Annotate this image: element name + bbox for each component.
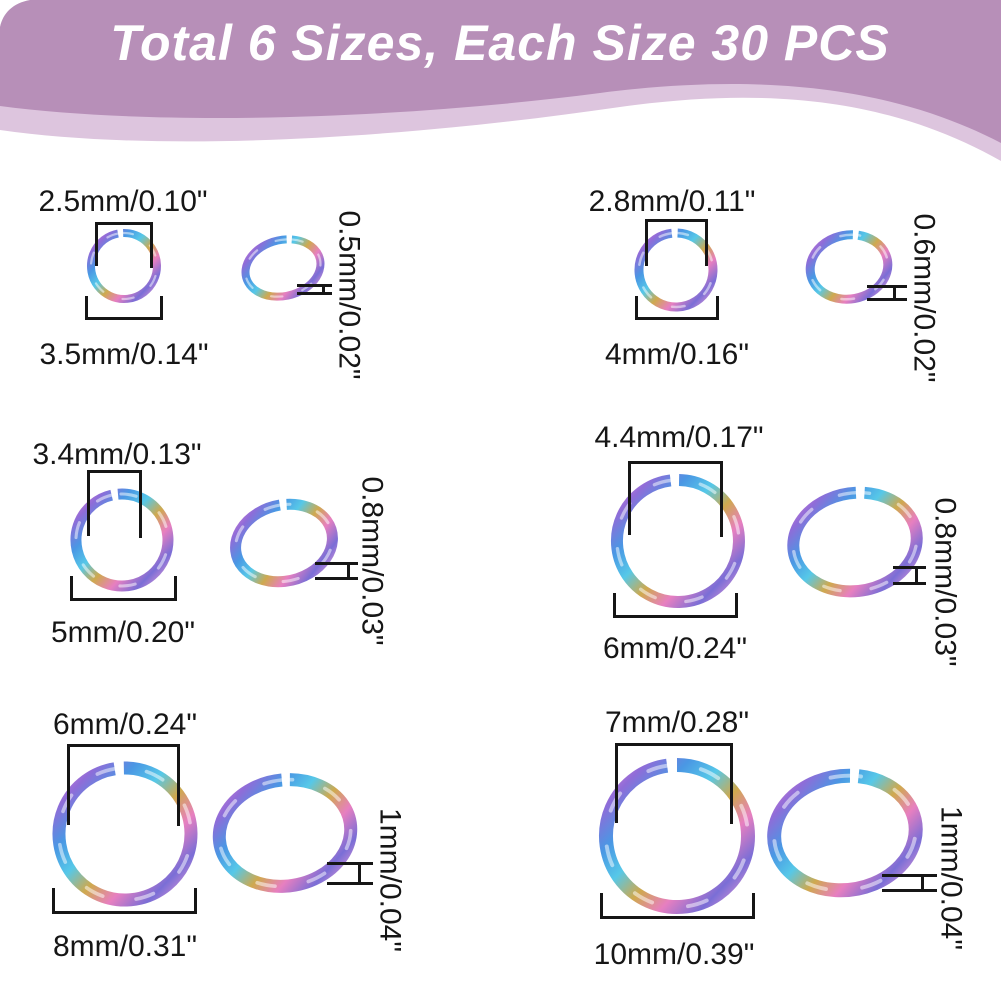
inner-dim-line <box>95 222 153 225</box>
wire-thickness-label: 1mm/0.04" <box>934 805 968 951</box>
thickness-dim-top-line <box>882 874 937 877</box>
outer-dim-tick-right <box>716 296 719 317</box>
outer-dim-line <box>613 615 738 618</box>
thickness-dim-bottom-line <box>882 889 937 892</box>
outer-dim-tick-right <box>174 576 177 598</box>
outer-diameter-label: 5mm/0.20" <box>50 616 196 649</box>
thickness-dim-tick <box>893 285 896 301</box>
outer-dim-tick-right <box>194 888 197 911</box>
banner-title: Total 6 Sizes, Each Size 30 PCS <box>110 15 890 71</box>
thickness-dim-tick <box>347 562 350 580</box>
wire-thickness-label: 0.8mm/0.03" <box>355 476 389 646</box>
outer-dim-line <box>52 911 197 914</box>
wire-thickness-label: 0.5mm/0.02" <box>332 210 366 380</box>
inner-dim-tick-right <box>730 743 733 824</box>
inner-diameter-label: 2.8mm/0.11" <box>588 185 756 218</box>
jump-ring-front-image <box>70 488 174 592</box>
outer-diameter-label: 10mm/0.39" <box>593 938 755 971</box>
jump-ring-side-image <box>230 498 338 588</box>
thickness-dim-bottom-line <box>297 292 332 295</box>
outer-dim-tick-left <box>600 893 603 916</box>
jump-ring-side-image <box>212 773 358 893</box>
jump-ring-front-image <box>87 229 161 303</box>
thickness-dim-bottom-line <box>327 882 373 885</box>
banner-corner-cut <box>0 0 30 27</box>
inner-dim-tick-left <box>615 743 618 823</box>
jump-ring-front-image <box>599 758 755 914</box>
inner-dim-line <box>628 461 723 464</box>
thickness-dim-top-line <box>315 562 358 565</box>
outer-diameter-label: 8mm/0.31" <box>52 930 198 963</box>
outer-dim-tick-left <box>70 576 73 598</box>
jump-ring-side-image <box>767 768 923 898</box>
thickness-dim-top-line <box>297 284 332 287</box>
inner-dim-line <box>645 219 708 222</box>
inner-dim-tick-left <box>67 744 70 825</box>
thickness-dim-bottom-line <box>893 582 926 585</box>
outer-diameter-label: 3.5mm/0.14" <box>39 338 209 371</box>
inner-diameter-label: 2.5mm/0.10" <box>38 185 208 218</box>
thickness-dim-tick <box>358 862 361 885</box>
outer-dim-line <box>70 598 177 601</box>
jump-ring-front-image <box>52 761 198 907</box>
inner-diameter-label: 6mm/0.24" <box>52 708 198 741</box>
outer-dim-line <box>635 317 719 320</box>
jump-ring-front-image <box>611 474 745 608</box>
thickness-dim-tick <box>322 284 325 295</box>
thickness-dim-bottom-line <box>315 577 358 580</box>
inner-dim-tick-right <box>139 470 142 538</box>
wire-thickness-label: 1mm/0.04" <box>373 807 407 953</box>
inner-dim-tick-left <box>95 222 98 266</box>
outer-dim-tick-left <box>85 296 88 317</box>
outer-dim-tick-left <box>613 593 616 615</box>
inner-diameter-label: 3.4mm/0.13" <box>32 438 202 471</box>
banner <box>0 0 1001 161</box>
inner-dim-tick-right <box>720 461 723 537</box>
inner-dim-tick-left <box>87 470 90 536</box>
outer-dim-line <box>85 317 163 320</box>
outer-dim-tick-left <box>635 296 638 317</box>
thickness-dim-tick <box>921 874 924 892</box>
thickness-dim-top-line <box>867 285 907 288</box>
thickness-dim-top-line <box>327 862 373 865</box>
outer-diameter-label: 6mm/0.24" <box>602 632 748 665</box>
jump-ring-side-image <box>805 230 893 304</box>
banner-wave-main <box>0 0 1001 143</box>
inner-dim-line <box>615 743 733 746</box>
jump-ring-side-image <box>787 486 923 598</box>
inner-dim-line <box>87 470 142 473</box>
outer-dim-tick-right <box>752 893 755 916</box>
outer-dim-tick-right <box>735 593 738 615</box>
thickness-dim-top-line <box>893 566 926 569</box>
inner-dim-tick-left <box>628 461 631 535</box>
outer-dim-tick-left <box>52 888 55 911</box>
jump-ring-side-image <box>241 235 325 301</box>
wire-thickness-label: 0.8mm/0.03" <box>928 497 962 667</box>
inner-dim-tick-right <box>705 219 708 266</box>
inner-dim-line <box>67 744 180 747</box>
inner-diameter-label: 4.4mm/0.17" <box>594 421 764 454</box>
outer-dim-line <box>600 916 755 919</box>
thickness-dim-bottom-line <box>867 298 907 301</box>
inner-dim-tick-right <box>150 222 153 268</box>
inner-dim-tick-right <box>177 744 180 826</box>
inner-diameter-label: 7mm/0.28" <box>604 706 750 739</box>
thickness-dim-tick <box>915 566 918 585</box>
outer-diameter-label: 4mm/0.16" <box>604 338 750 371</box>
inner-dim-tick-left <box>645 219 648 266</box>
wire-thickness-label: 0.6mm/0.02" <box>907 213 941 383</box>
outer-dim-tick-right <box>160 296 163 317</box>
